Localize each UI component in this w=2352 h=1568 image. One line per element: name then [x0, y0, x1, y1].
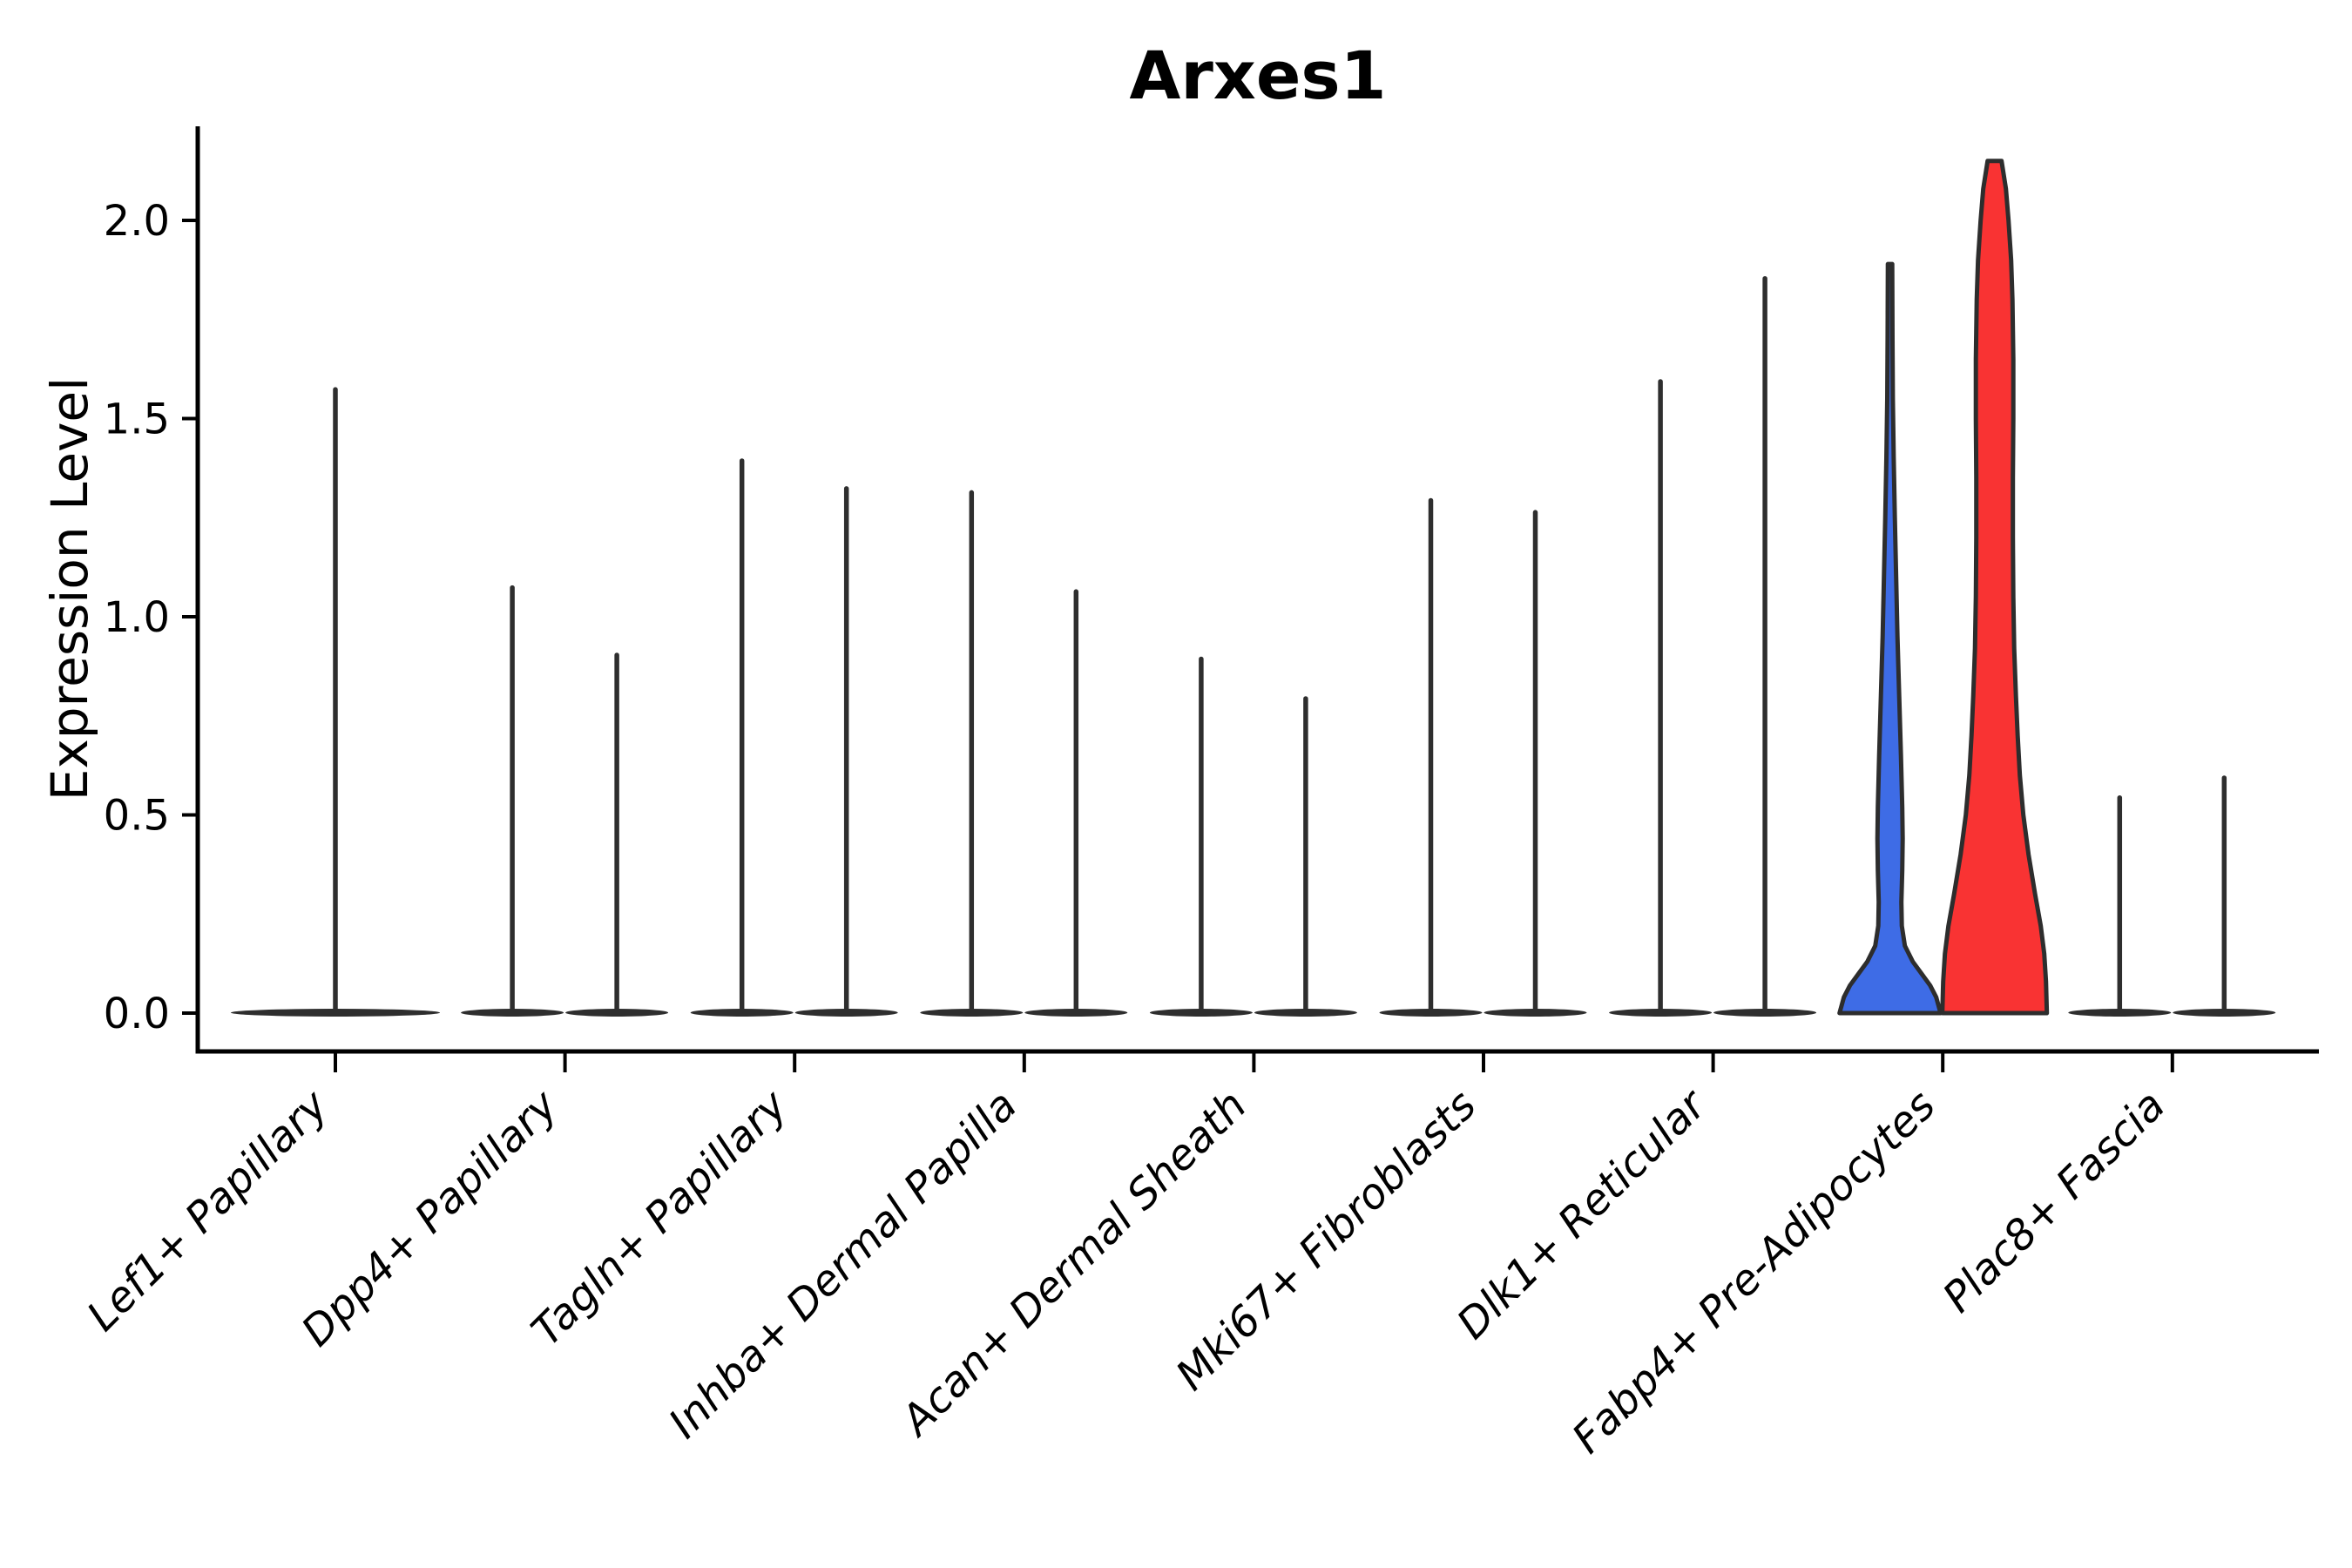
y-tick-label: 2.0: [104, 197, 170, 246]
x-tick-label: Fabp4+ Pre-Adipocytes: [1563, 1081, 1945, 1463]
y-tick-label: 1.0: [104, 593, 170, 642]
y-axis-ticks: 0.0 0.5 1.0 1.5 2.0: [104, 197, 198, 1038]
x-tick-label: Plac8+ Fascia: [1934, 1081, 2175, 1322]
x-tick-label: Tagln+ Papillary: [522, 1080, 797, 1355]
x-tick-label: Dpp4+ Papillary: [292, 1080, 567, 1355]
x-tick-label: Lef1+ Papillary: [78, 1080, 338, 1341]
y-tick-label: 0.0: [104, 990, 170, 1038]
y-tick-label: 1.5: [104, 395, 170, 444]
violin-body: [1837, 261, 1943, 1016]
chart-title: Arxes1: [1130, 37, 1387, 114]
y-tick-label: 0.5: [104, 792, 170, 841]
y-axis-label: Expression Level: [40, 377, 99, 801]
violin-body: [1940, 159, 2050, 1016]
violins: [231, 159, 2276, 1017]
x-tick-label: Dlk1+ Reticular: [1448, 1079, 1718, 1349]
